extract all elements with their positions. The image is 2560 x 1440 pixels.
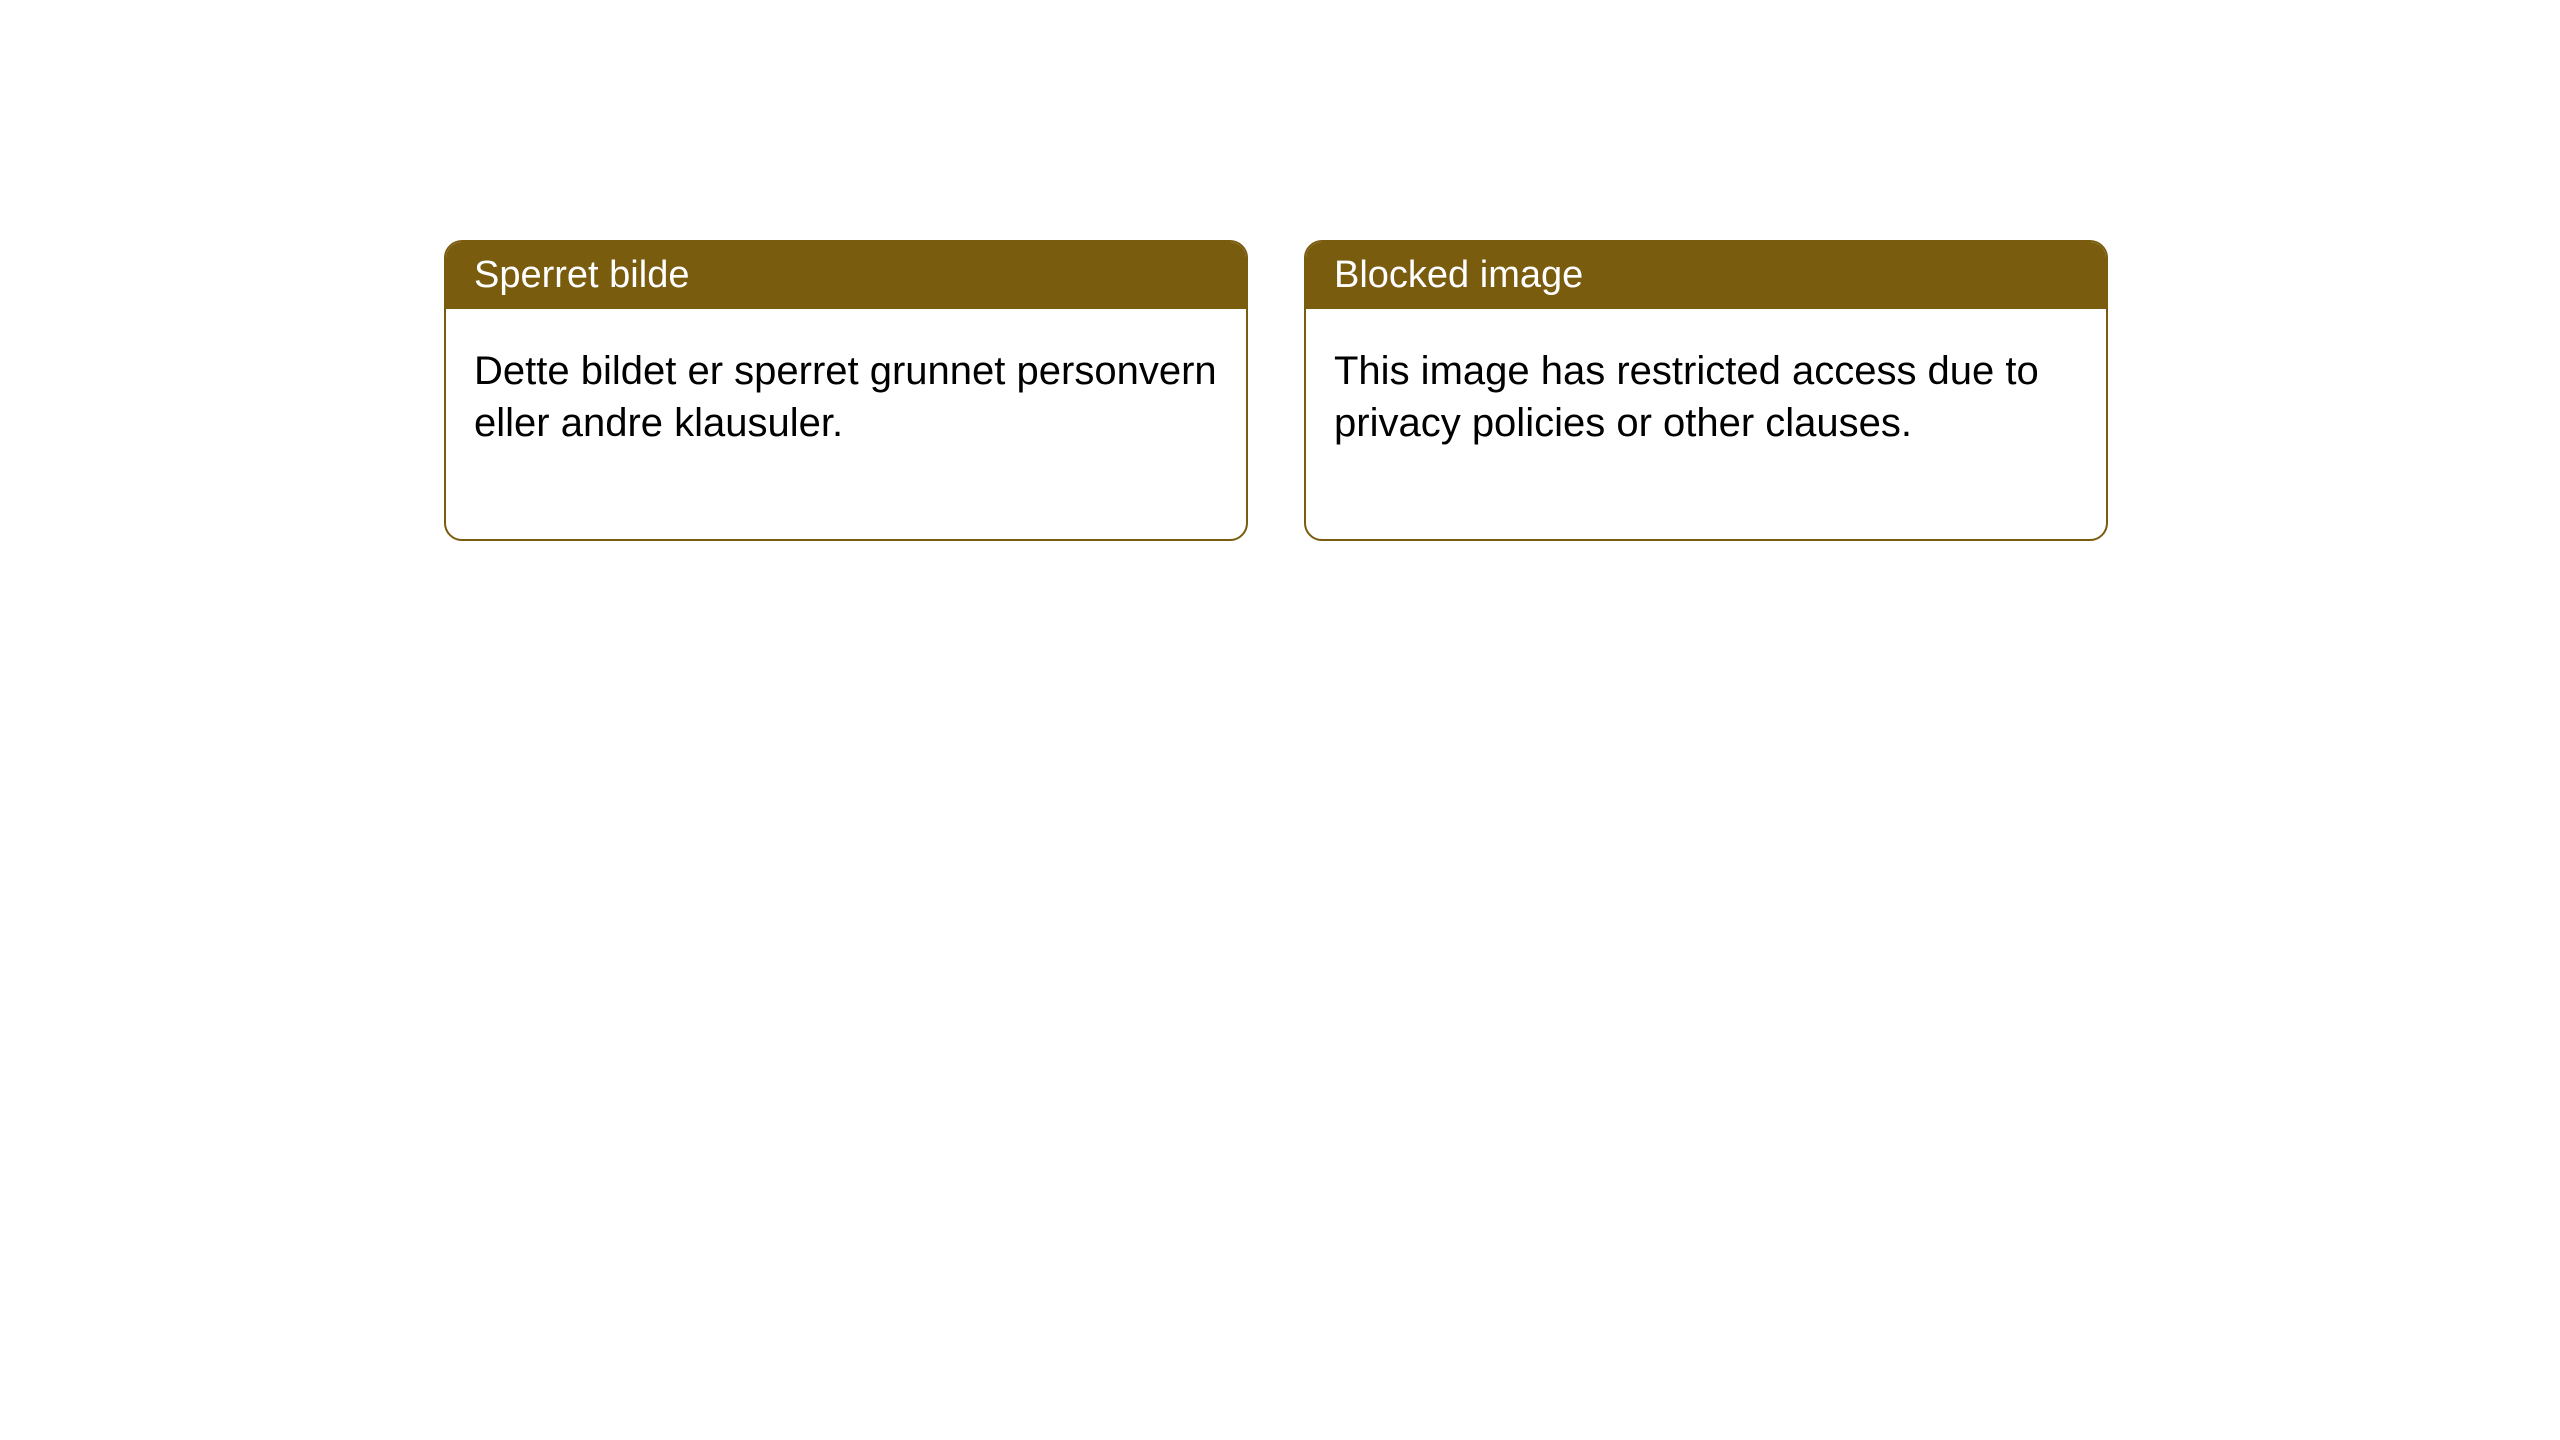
notice-text-english: This image has restricted access due to … bbox=[1334, 349, 2039, 445]
notice-card-norwegian: Sperret bilde Dette bildet er sperret gr… bbox=[444, 240, 1248, 541]
notice-container: Sperret bilde Dette bildet er sperret gr… bbox=[444, 240, 2108, 541]
notice-title-norwegian: Sperret bilde bbox=[474, 254, 689, 296]
notice-text-norwegian: Dette bildet er sperret grunnet personve… bbox=[474, 349, 1217, 445]
notice-title-english: Blocked image bbox=[1334, 254, 1583, 296]
notice-header-english: Blocked image bbox=[1306, 242, 2106, 309]
notice-body-english: This image has restricted access due to … bbox=[1306, 309, 2106, 539]
notice-card-english: Blocked image This image has restricted … bbox=[1304, 240, 2108, 541]
notice-body-norwegian: Dette bildet er sperret grunnet personve… bbox=[446, 309, 1246, 539]
notice-header-norwegian: Sperret bilde bbox=[446, 242, 1246, 309]
